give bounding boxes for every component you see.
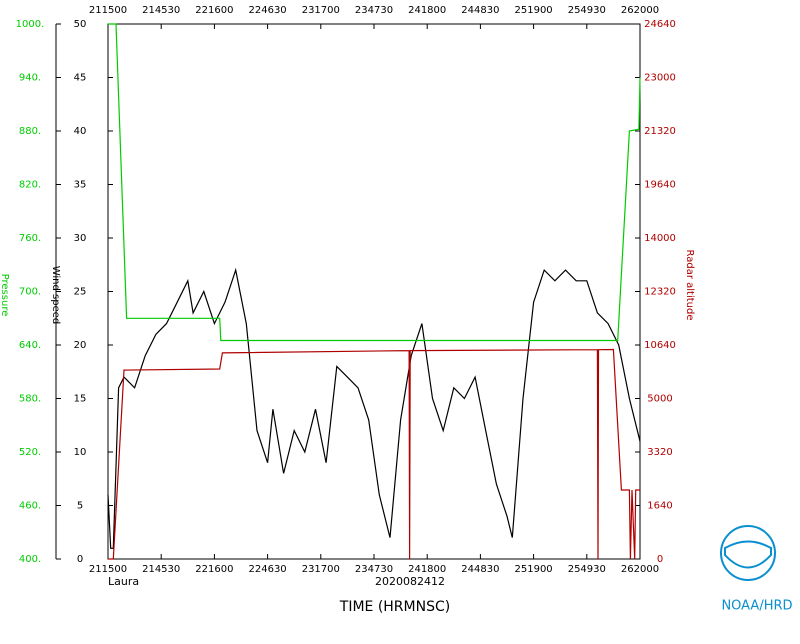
y-tick-label: 30 xyxy=(74,233,87,244)
x-tick-label-top: 211500 xyxy=(89,5,127,16)
x-tick-label-top: 262000 xyxy=(621,5,659,16)
y2-tick-label: 12320 xyxy=(644,287,676,298)
x-tick-label: 244830 xyxy=(461,564,499,575)
y-tick-label: 25 xyxy=(74,287,87,298)
y-tick-label: 15 xyxy=(74,394,87,405)
altitude-label: Radar altitude xyxy=(684,250,695,321)
y3-tick-label: 640. xyxy=(19,340,41,351)
y3-tick-label: 400. xyxy=(19,554,41,565)
date: 2020082412 xyxy=(375,575,445,588)
x-tick-label-top: 234730 xyxy=(355,5,393,16)
x-tick-label: 251900 xyxy=(515,564,553,575)
x-tick-label: 211500 xyxy=(89,564,127,575)
x-tick-label-top: 214530 xyxy=(142,5,180,16)
y3-tick-label: 520. xyxy=(19,447,41,458)
y2-tick-label: 3320 xyxy=(647,447,672,458)
x-tick-label: 241800 xyxy=(408,564,446,575)
y2-tick-label: 1640 xyxy=(647,501,672,512)
y3-tick-label: 940. xyxy=(19,73,41,84)
y-tick-label: 20 xyxy=(74,340,87,351)
y-tick-label: 50 xyxy=(74,19,87,30)
pressure-label: Pressure xyxy=(0,274,10,317)
x-tick-label: 214530 xyxy=(142,564,180,575)
credit: NOAA/HRD xyxy=(721,599,792,614)
y3-tick-label: 880. xyxy=(19,126,41,137)
y2-tick-label: 23000 xyxy=(644,73,676,84)
x-tick-label: 254930 xyxy=(568,564,606,575)
x-tick-label-top: 221600 xyxy=(195,5,233,16)
x-tick-label-top: 251900 xyxy=(515,5,553,16)
storm-name: Laura xyxy=(108,575,139,588)
y3-tick-label: 700. xyxy=(19,287,41,298)
y2-tick-label: 24640 xyxy=(644,19,676,30)
wind-label: Wind speed xyxy=(50,266,61,325)
y3-tick-label: 460. xyxy=(19,501,41,512)
x-tick-label: 262000 xyxy=(621,564,659,575)
x-tick-label: 221600 xyxy=(195,564,233,575)
y-tick-label: 40 xyxy=(74,126,87,137)
x-tick-label: 224630 xyxy=(249,564,287,575)
y2-tick-label: 10640 xyxy=(644,340,676,351)
y3-tick-label: 1000. xyxy=(16,19,45,30)
series-line xyxy=(107,267,641,549)
x-tick-label-top: 254930 xyxy=(568,5,606,16)
plot-frame xyxy=(107,23,641,560)
logo xyxy=(720,525,776,581)
y2-tick-label: 21320 xyxy=(644,126,676,137)
y-tick-label: 35 xyxy=(74,180,87,191)
y2-tick-label: 19640 xyxy=(644,180,676,191)
y3-tick-label: 760. xyxy=(19,233,41,244)
x-tick-label: 234730 xyxy=(355,564,393,575)
y-tick-label: 10 xyxy=(74,447,87,458)
y3-tick-label: 820. xyxy=(19,180,41,191)
x-tick-label-top: 231700 xyxy=(302,5,340,16)
x-tick-label: 231700 xyxy=(302,564,340,575)
series-line xyxy=(108,348,640,560)
y-tick-label: 0 xyxy=(77,554,83,565)
y-tick-label: 5 xyxy=(77,501,83,512)
x-axis-label: TIME (HRMNSC) xyxy=(339,599,450,615)
y2-tick-label: 5000 xyxy=(647,394,672,405)
series-line xyxy=(108,23,641,342)
y2-tick-label: 14000 xyxy=(644,233,676,244)
y-tick-label: 45 xyxy=(74,73,87,84)
x-tick-label-top: 244830 xyxy=(461,5,499,16)
x-tick-label-top: 241800 xyxy=(408,5,446,16)
x-tick-label-top: 224630 xyxy=(249,5,287,16)
y2-tick-label: 0 xyxy=(657,554,663,565)
y3-tick-label: 580. xyxy=(19,394,41,405)
